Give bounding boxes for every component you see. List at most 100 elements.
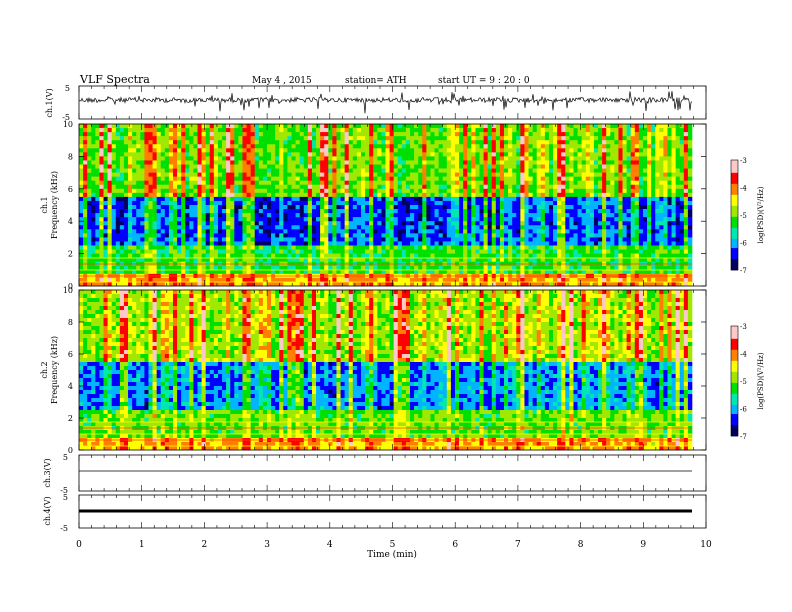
spectrogram-cell [123,237,129,242]
spectrogram-cell [369,160,374,165]
spectrogram-cell [422,253,427,258]
spectrogram-cell [687,237,693,242]
spectrogram-cell [168,136,174,141]
spectrogram-cell [638,128,644,133]
spectrogram-cell [667,225,672,230]
spectrogram-cell [626,148,631,153]
spectrogram-cell [140,217,145,222]
spectrogram-cell [557,209,562,214]
spectrogram-cell [279,136,284,141]
spectrogram-cell [389,172,394,177]
spectrogram-cell [446,229,452,234]
spectrogram-cell [385,221,390,226]
spectrogram-cell [520,225,525,230]
spectrogram-cell [426,241,431,246]
spectrogram-cell [373,245,378,250]
spectrogram-cell [495,140,501,145]
spectrogram-cell [638,132,644,137]
spectrogram-cell [238,192,243,198]
spectrogram-cell [446,233,452,238]
spectrogram-cell [524,128,529,133]
spectrogram-cell [365,233,370,238]
spectrogram-cell [618,168,623,173]
spectrogram-cell [360,249,366,254]
spectrogram-cell [291,217,296,222]
spectrogram-cell [242,180,247,186]
spectrogram-cell [659,241,664,246]
spectrogram-cell [626,209,631,214]
spectrogram-cell [491,196,497,202]
spectrogram-cell [520,168,525,173]
spectrogram-cell [491,237,497,242]
spectrogram-cell [258,160,264,165]
spectrogram-cell [397,196,403,202]
spectrogram-cell [311,253,317,258]
spectrogram-cell [634,233,640,238]
spectrogram-cell [438,168,444,173]
spectrogram-cell [266,148,272,153]
spectrogram-cell [344,172,350,177]
spectrogram-cell [512,205,517,210]
spectrogram-cell [336,128,341,133]
spectrogram-cell [520,152,525,157]
spectrogram-cell [87,144,92,149]
spectrogram-cell [483,245,488,250]
spectrogram-cell [230,144,235,149]
spectrogram-cell [581,148,587,153]
spectrogram-cell [450,176,456,181]
spectrogram-cell [589,213,595,218]
spectrogram-cell [642,233,648,238]
spectrogram-cell [675,144,681,149]
spectrogram-cell [234,144,239,149]
spectrogram-cell [316,164,321,169]
spectrogram-cell [446,176,452,181]
spectrogram-cell [573,176,578,181]
spectrogram-cell [418,253,423,258]
spectrogram-cell [201,241,206,246]
spectrogram-cell [405,128,411,133]
spectrogram-cell [471,136,476,141]
spectrogram-cell [528,196,533,202]
spectrogram-cell [426,132,431,137]
spectrogram-cell [262,176,268,181]
spectrogram-cell [185,172,190,177]
spectrogram-cell [328,164,333,169]
spectrogram-cell [638,200,644,206]
spectrogram-cell [279,225,284,230]
spectrogram-cell [148,132,153,137]
spectrogram-cell [222,180,227,186]
spectrogram-cell [320,209,325,214]
spectrogram-cell [201,205,206,210]
spectrogram-cell [291,168,296,173]
spectrogram-cell [230,160,235,165]
spectrogram-cell [262,132,268,137]
spectrogram-cell [393,132,399,137]
spectrogram-cell [148,192,153,198]
spectrogram-cell [307,249,313,254]
spectrogram-cell [332,213,337,218]
spectrogram-cell [111,128,117,133]
spectrogram-cell [266,200,272,206]
spectrogram-cell [544,128,550,133]
spectrogram-cell [136,176,141,181]
spectrogram-cell [177,144,182,149]
spectrogram-cell [475,205,480,210]
spectrogram-cell [642,152,648,157]
spectrogram-cell [185,136,190,141]
spectrogram-cell [659,249,664,254]
spectrogram-cell [561,209,566,214]
spectrogram-cell [622,245,627,250]
spectrogram-cell [442,124,448,129]
spectrogram-cell [148,180,153,186]
spectrogram-cell [373,180,378,186]
spectrogram-cell [638,209,644,214]
spectrogram-cell [442,245,448,250]
spectrogram-cell [271,213,276,218]
spectrogram-cell [209,245,215,250]
spectrogram-cell [250,241,256,246]
spectrogram-cell [381,148,386,153]
spectrogram-cell [642,209,648,214]
spectrogram-cell [217,253,223,258]
spectrogram-cell [593,168,599,173]
spectrogram-cell [397,245,403,250]
